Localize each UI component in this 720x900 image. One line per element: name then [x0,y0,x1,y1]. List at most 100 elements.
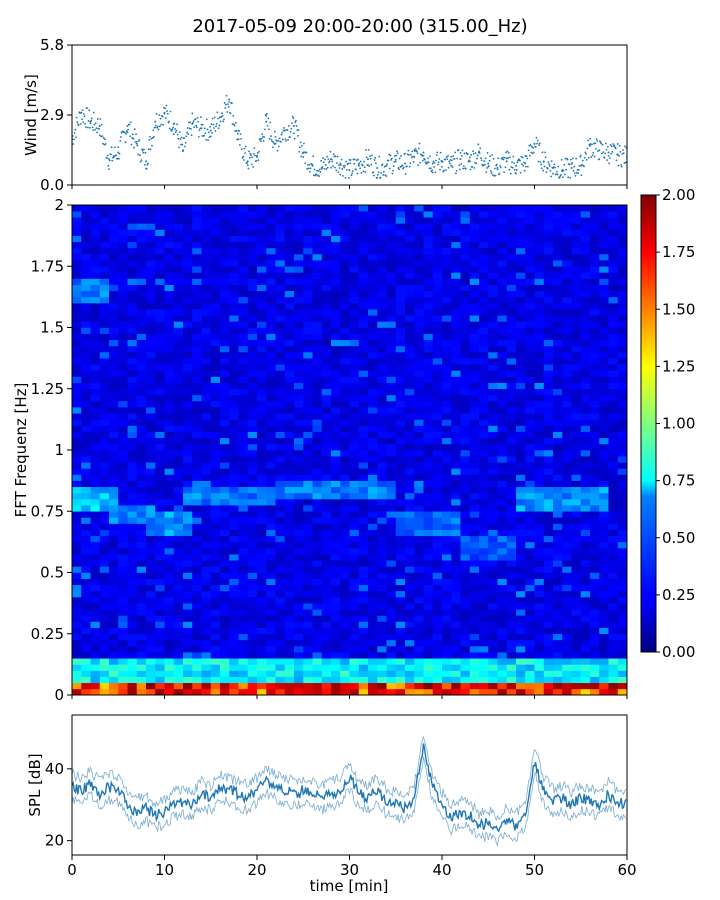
spectrogram-cell [201,450,212,457]
spectrogram-cell [173,474,184,481]
spectrogram-cell [469,572,480,579]
spectrogram-cell [534,627,545,635]
spectrogram-cell [312,229,323,236]
spectrogram-cell [173,229,184,236]
spectrogram-cell [201,321,212,328]
spectrogram-cell [497,241,508,249]
spectrogram-cell [349,639,360,647]
spectrogram-cell [358,254,369,261]
spectrogram-cell [442,554,452,561]
spectrogram-cell [377,321,387,328]
wind-point [394,160,397,163]
spectrogram-cell [192,554,202,561]
spectrogram-cell [173,388,184,396]
spectrogram-cell [266,247,276,255]
spectrogram-cell [488,676,498,684]
spectrogram-cell [247,241,258,249]
spectrogram-cell [247,266,258,273]
spectrogram-cell [349,480,360,488]
spectrogram-cell [423,652,434,659]
spectrogram-cell [247,578,258,586]
spectrogram-cell [266,499,276,506]
spectrogram-cell [469,584,480,592]
spectrogram-cell [99,315,110,322]
spectrogram-cell [210,401,221,408]
spectrogram-cell [414,223,424,230]
spectrogram-cell [525,658,535,665]
spectrogram-cell [432,370,443,377]
spectrogram-cell [349,535,360,543]
spectrogram-cell [432,688,443,695]
wind-point [265,120,268,123]
spectrogram-cell [238,658,249,665]
spectrogram-cell [294,211,304,218]
spectrogram-cell [303,535,313,543]
spectrogram-cell [460,290,471,298]
spectrogram-cell [358,456,369,463]
spectrogram-cell [257,425,267,432]
spectrogram-cell [81,462,91,469]
spectrogram-cell [516,443,526,451]
spectrogram-cell [155,266,165,273]
wind-point [351,172,354,175]
spectrogram-cell [99,676,110,684]
spectrogram-cell [312,388,323,396]
spectrogram-cell [488,364,498,371]
spectrogram-cell [331,664,341,671]
spectrogram-cell [479,358,489,365]
spectrogram-cell [321,646,332,653]
spectrogram-cell [534,652,545,659]
wind-point [580,174,583,177]
spectrogram-cell [266,241,276,249]
spectrogram-cell [201,364,212,371]
spectrogram-cell [109,652,119,659]
spectrogram-cell [155,590,165,598]
wind-point [404,173,407,175]
wind-point [194,118,197,121]
spectrogram-cell [294,517,304,524]
spectrogram-cell [220,431,230,439]
spectrogram-cell [192,407,202,414]
spectrogram-cell [173,633,184,641]
wind-point [221,115,224,117]
spectrogram-cell [284,633,295,641]
spectrogram-cell [368,676,378,684]
spectrogram-cell [349,584,360,592]
wind-point [624,145,626,148]
spectrogram-cell [497,339,508,347]
spectrogram-cell [386,382,397,390]
wind-point [450,155,453,158]
spectrogram-cell [90,431,101,439]
spectrogram-cell [257,603,267,610]
spectrogram-cell [405,664,415,671]
spectrogram-cell [331,235,341,243]
spectrogram-cell [423,456,434,463]
spectrogram-cell [201,609,212,616]
spectrogram-cell [173,603,184,610]
spectrogram-cell [386,456,397,463]
spectrogram-cell [173,499,184,506]
spectrogram-cell [266,688,276,695]
spectrogram-cell [368,566,378,573]
spectrogram-cell [368,450,378,457]
spectrogram-cell [340,664,350,671]
spectrogram-cell [534,278,545,285]
spectrogram-cell [405,333,415,341]
spectrogram-cell [266,590,276,598]
spectrogram-cell [525,364,535,371]
spectrogram-cell [534,517,545,524]
spectrogram-cell [405,241,415,249]
wind-point [334,166,336,169]
wind-point [340,164,342,167]
spectrogram-cell [220,652,230,659]
spectrogram-cell [72,597,82,604]
spectrogram-cell [358,468,369,475]
spectrogram-cell [414,272,424,279]
spectrogram-cell [136,646,147,653]
spectrogram-cell [506,541,517,549]
spectrogram-cell [469,339,480,347]
spectrogram-cell [210,272,221,279]
spectrogram-cell [275,382,286,390]
spectrogram-cell [386,688,397,695]
wind-point [566,158,569,161]
